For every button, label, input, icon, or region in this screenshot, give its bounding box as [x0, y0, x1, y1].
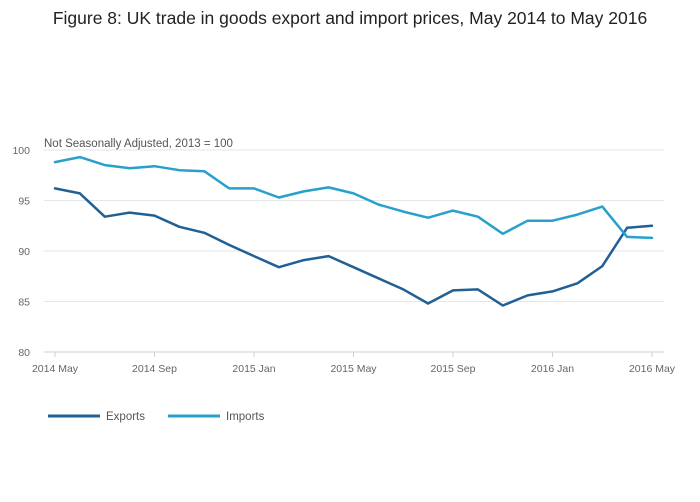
x-tick-label: 2015 Sep: [431, 363, 476, 375]
legend-label: Imports: [226, 411, 265, 423]
y-tick-label: 95: [18, 196, 30, 208]
series-line-imports: [53, 155, 654, 240]
gridlines: [44, 149, 664, 353]
x-tick-label: 2015 Jan: [232, 363, 275, 375]
x-axis: 2014 May 2014 Sep 2015 Jan 2015 May 2015 Sep…: [32, 352, 676, 375]
y-tick-label: 100: [12, 145, 30, 157]
legend-item-exports[interactable]: Exports: [48, 411, 145, 423]
series-line-exports: [53, 187, 654, 307]
chart-title: Figure 8: UK trade in goods export and i…: [52, 8, 648, 28]
chart-subtitle: Not Seasonally Adjusted, 2013 = 100: [44, 138, 233, 150]
legend: Exports Imports: [48, 411, 265, 423]
x-tick-label: 2016 May: [629, 363, 676, 375]
x-tick-label: 2014 May: [32, 363, 79, 375]
legend-item-imports[interactable]: Imports: [168, 411, 265, 423]
legend-label: Exports: [106, 411, 145, 423]
x-tick-label: 2016 Jan: [531, 363, 574, 375]
series-lines: [53, 155, 654, 307]
y-tick-label: 85: [18, 297, 30, 309]
x-tick-label: 2014 Sep: [132, 363, 177, 375]
x-tick-label: 2015 May: [330, 363, 377, 375]
y-axis: 80 85 90 95 100: [12, 145, 30, 359]
y-tick-label: 80: [18, 347, 30, 359]
y-tick-label: 90: [18, 246, 30, 258]
